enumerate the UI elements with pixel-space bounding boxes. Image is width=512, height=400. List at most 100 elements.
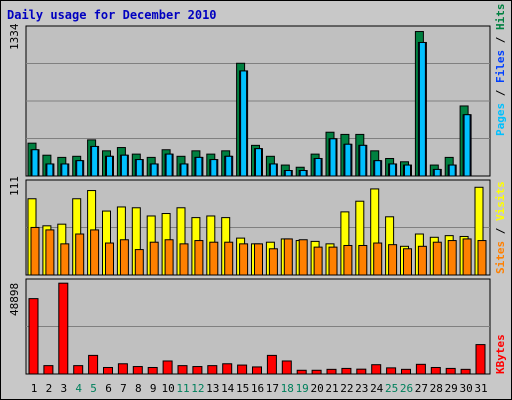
- kbytes-bar: [192, 366, 203, 375]
- sites-bar: [45, 229, 55, 276]
- legend-files: Files: [494, 50, 507, 83]
- day-label: 22: [340, 382, 353, 395]
- pages-bar: [299, 170, 307, 177]
- pages-bar: [135, 159, 143, 177]
- day-label: 14: [221, 382, 235, 395]
- sites-bar: [239, 243, 249, 276]
- kbytes-bar: [177, 365, 188, 375]
- day-label: 13: [206, 382, 219, 395]
- day-label: 28: [430, 382, 443, 395]
- pages-bar: [255, 148, 262, 177]
- kbytes-bar: [430, 366, 441, 375]
- legend-kbytes: KBytes: [494, 334, 507, 374]
- kbytes-bar: [43, 365, 54, 375]
- kbytes-bar: [103, 366, 113, 375]
- sites-bar: [105, 242, 114, 276]
- sites-bar: [403, 248, 412, 276]
- day-label: 2: [46, 382, 53, 395]
- kbytes-bar: [311, 369, 322, 375]
- sites-bar: [373, 242, 383, 276]
- kbytes-bar: [415, 363, 426, 375]
- kbytes-bar: [222, 363, 233, 375]
- chart-title: Daily usage for December 2010: [7, 8, 217, 22]
- sites-bar: [179, 243, 189, 276]
- pages-bar: [165, 153, 173, 177]
- pages-bar: [329, 138, 337, 177]
- pages-bar: [284, 170, 292, 177]
- sites-bar: [298, 239, 308, 276]
- day-label: 4: [75, 382, 82, 395]
- pages-bar: [106, 155, 113, 177]
- day-label: 6: [105, 382, 112, 395]
- day-label: 18: [281, 382, 294, 395]
- pages-bar: [269, 163, 277, 177]
- pages-bar: [31, 149, 39, 177]
- sites-bar: [283, 238, 293, 276]
- pages-bar: [418, 41, 426, 177]
- day-label: 1: [31, 382, 38, 395]
- sites-bar: [90, 229, 100, 276]
- kbytes-bar: [252, 366, 262, 375]
- pages-bar: [359, 144, 367, 177]
- kbytes-bar: [296, 369, 307, 375]
- day-label: 9: [150, 382, 157, 395]
- legend-slash: /: [494, 30, 507, 50]
- pages-bar: [225, 155, 233, 177]
- sites-bar: [417, 245, 427, 276]
- sites-bar: [30, 226, 40, 276]
- pages-bar: [448, 164, 456, 177]
- sites-bar: [358, 244, 368, 276]
- pages-bar: [76, 160, 84, 177]
- pages-bar: [240, 70, 248, 177]
- kbytes-bar: [356, 368, 367, 375]
- day-label: 5: [90, 382, 97, 395]
- day-label: 7: [120, 382, 127, 395]
- legend-slash: /: [494, 221, 507, 241]
- pages-bar: [404, 164, 411, 177]
- sites-bar: [149, 241, 159, 276]
- kbytes-bar: [371, 364, 382, 375]
- day-label: 27: [415, 382, 428, 395]
- sites-bar: [119, 239, 129, 276]
- day-label: 23: [355, 382, 368, 395]
- kbytes-bar: [401, 368, 411, 375]
- pages-bar: [210, 159, 218, 177]
- sites-bar: [134, 249, 144, 276]
- day-label: 12: [191, 382, 204, 395]
- sites-bar: [254, 243, 263, 276]
- kbytes-bar: [88, 354, 99, 375]
- day-label: 8: [135, 382, 142, 395]
- pages-bar: [433, 168, 441, 177]
- legend-top: Pages / Files / Hits: [494, 4, 507, 137]
- day-label: 3: [60, 382, 67, 395]
- day-label: 16: [251, 382, 264, 395]
- pages-bar: [195, 156, 203, 177]
- pages-bar: [374, 160, 382, 177]
- sites-bar: [60, 243, 70, 276]
- sites-bar: [313, 246, 323, 276]
- sites-bar: [209, 241, 219, 276]
- legend-sites: Sites: [494, 241, 507, 274]
- sites-bar: [343, 244, 353, 276]
- day-label: 29: [445, 382, 458, 395]
- sites-bar: [462, 238, 472, 276]
- kbytes-bar: [73, 365, 84, 375]
- sites-bar: [194, 240, 204, 276]
- day-label: 11: [176, 382, 189, 395]
- pages-bar: [389, 163, 397, 177]
- kbytes-bar: [237, 364, 248, 375]
- pages-bar: [463, 114, 471, 177]
- kbytes-bar: [147, 366, 158, 375]
- day-label: 24: [370, 382, 384, 395]
- day-label: 10: [161, 382, 174, 395]
- kbytes-bar: [281, 360, 292, 375]
- kbytes-bar: [341, 367, 352, 375]
- kbytes-bar: [445, 367, 456, 375]
- legend-slash: /: [494, 83, 507, 103]
- legend-pages: Pages: [494, 103, 507, 136]
- kbytes-bar: [132, 366, 143, 375]
- day-label: 25: [385, 382, 398, 395]
- sites-bar: [268, 248, 278, 276]
- bottom-max-label: 48898: [8, 283, 21, 316]
- kbytes-bar: [58, 282, 69, 375]
